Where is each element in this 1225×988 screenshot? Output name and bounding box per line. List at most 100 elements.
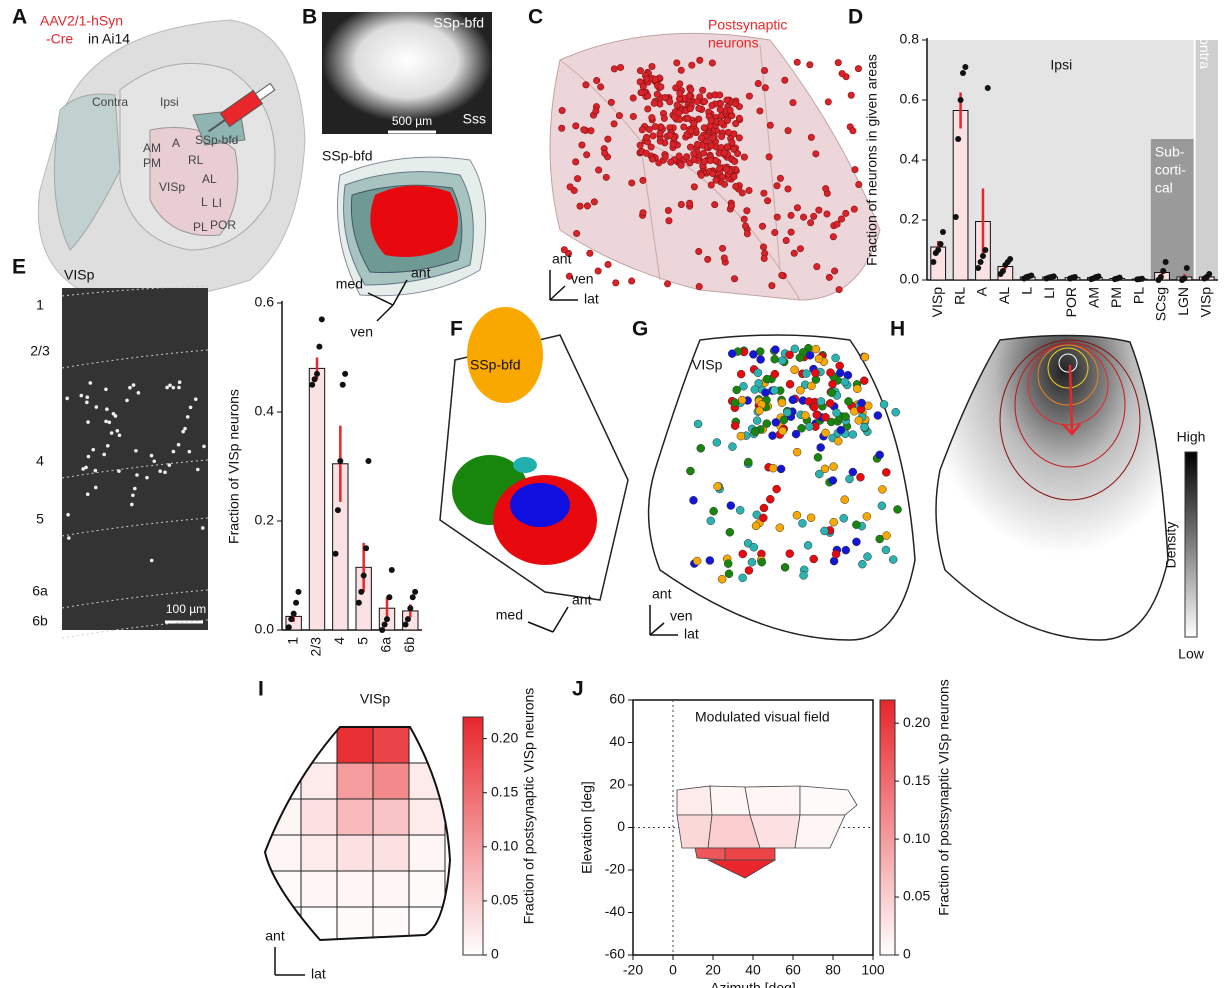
neuron-dot — [172, 386, 176, 390]
neuron-dot — [728, 443, 736, 451]
neuron-dot — [788, 212, 794, 218]
neuron-dot — [830, 234, 836, 240]
neuron-dot — [731, 173, 737, 179]
data-point — [386, 594, 392, 600]
y-tick-label: -20 — [605, 861, 625, 877]
neuron-dot — [790, 99, 796, 105]
neuron-dot — [769, 464, 777, 472]
neuron-dot — [664, 281, 670, 287]
neuron-dot — [836, 369, 844, 377]
neuron-dot — [846, 475, 854, 483]
neuron-dot — [817, 397, 825, 405]
y-tick-label: 0.2 — [255, 512, 275, 528]
virus-label: -Cre — [46, 31, 73, 47]
neuron-dot — [736, 135, 742, 141]
neuron-dot — [858, 560, 866, 568]
layer-label: 4 — [36, 453, 44, 469]
heat-cell — [337, 835, 373, 871]
neuron-dot — [573, 230, 579, 236]
neuron-dot — [643, 150, 649, 156]
volume-label: SSp-bfd — [322, 148, 373, 164]
x-tick-label: L — [1018, 287, 1034, 295]
data-point — [1095, 273, 1101, 279]
x-tick-label: RL — [951, 287, 967, 305]
x-tick-label: PL — [1130, 287, 1146, 304]
neuron-dot — [605, 261, 611, 267]
region-contra — [1196, 40, 1218, 280]
neuron-dot — [135, 473, 139, 477]
neuron-dot — [684, 154, 690, 160]
neuron-dot — [882, 546, 890, 554]
neuron-dot — [713, 438, 721, 446]
neuron-dot — [760, 504, 768, 512]
x-tick-label: 60 — [785, 962, 801, 978]
neuron-dot — [781, 563, 789, 571]
neuron-dot — [639, 127, 645, 133]
neuron-dot — [686, 93, 692, 99]
colorbar-tick-label: 0.15 — [903, 772, 930, 788]
field-cell — [795, 815, 845, 848]
heat-cell — [337, 799, 373, 835]
panel-letter: F — [450, 318, 463, 341]
panel-title: VISp — [64, 267, 95, 283]
x-tick-label: 4 — [331, 637, 347, 645]
neuron-dot — [796, 354, 804, 362]
axis-arrow — [377, 305, 393, 321]
cell-clusters — [452, 307, 597, 565]
neuron-dot — [652, 76, 658, 82]
data-point — [403, 622, 409, 628]
neuron-dot — [811, 369, 819, 377]
neuron-dot — [714, 482, 722, 490]
neuron-dot — [86, 492, 90, 496]
neuron-dot — [739, 550, 747, 558]
neuron-dot — [668, 159, 674, 165]
neuron-dot — [882, 468, 890, 476]
neuron-dot — [591, 199, 597, 205]
heat-cell — [409, 763, 445, 799]
y-tick-label: 0 — [617, 818, 625, 834]
panel-letter: G — [632, 318, 648, 341]
neuron-dot — [807, 514, 815, 522]
x-tick-label: 40 — [745, 962, 761, 978]
bar — [953, 111, 968, 281]
data-point — [1158, 274, 1164, 280]
neuron-dot — [721, 181, 727, 187]
layer-label: 6b — [32, 613, 48, 629]
data-point — [1206, 271, 1212, 277]
neuron-dot — [734, 150, 740, 156]
axis-direction: lat — [584, 291, 599, 307]
neuron-dot — [805, 423, 813, 431]
neuron-dot — [789, 396, 797, 404]
panel-title: VISp — [360, 691, 391, 707]
neuron-dot — [163, 471, 167, 475]
colorbar-tick-label: 0 — [491, 946, 499, 962]
field-cell — [710, 786, 750, 815]
neuron-dot — [172, 450, 176, 454]
neuron-dot — [667, 132, 673, 138]
neuron-dot — [836, 286, 842, 292]
neuron-dot — [616, 112, 622, 118]
neuron-dot — [791, 345, 799, 353]
neuron-dot — [808, 134, 814, 140]
neuron-dot — [694, 420, 702, 428]
neuron-dot — [716, 92, 722, 98]
neuron-dot — [777, 175, 783, 181]
colorbar — [880, 700, 895, 955]
neuron-dot — [608, 99, 614, 105]
axis-direction: ant — [572, 592, 592, 608]
neuron-dot — [878, 485, 886, 493]
neuron-dot — [849, 430, 857, 438]
neuron-dot — [796, 386, 804, 394]
region-label: corti- — [1155, 162, 1186, 178]
neuron-dot — [617, 64, 623, 70]
neuron-dot — [718, 133, 724, 139]
neuron-dot — [753, 417, 761, 425]
neuron-dot — [601, 150, 607, 156]
heat-cell — [373, 799, 409, 835]
data-point — [405, 616, 411, 622]
neuron-dot — [698, 135, 704, 141]
neuron-dot — [744, 208, 750, 214]
neuron-dot — [94, 469, 98, 473]
neuron-dot — [710, 135, 716, 141]
neuron-dot — [133, 487, 137, 491]
